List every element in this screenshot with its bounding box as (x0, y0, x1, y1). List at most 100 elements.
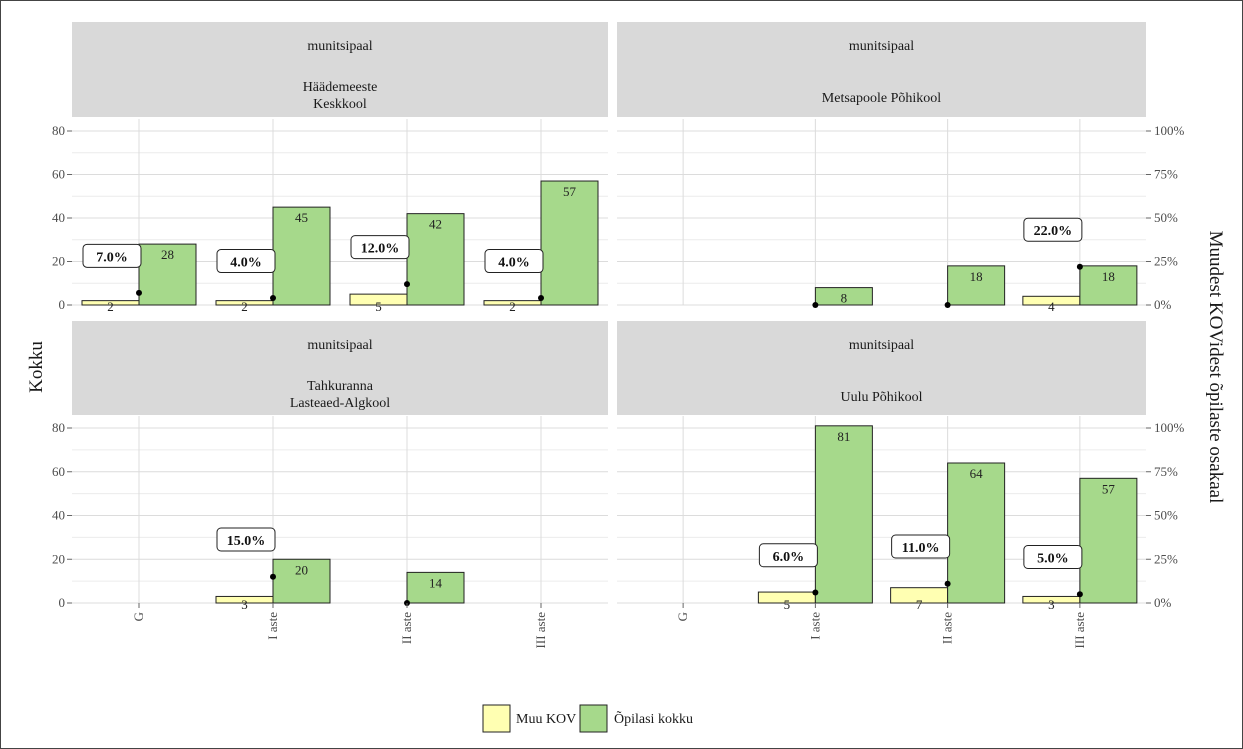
facet-strip (617, 321, 1146, 415)
bar-value-label: 3 (241, 597, 248, 612)
facet-school-label: Metsapoole Põhikool (822, 91, 941, 106)
share-label-box (1023, 217, 1083, 242)
y2-tick-label: 50% (1154, 210, 1178, 225)
y2-tick-label: 0% (1154, 297, 1172, 312)
legend-swatch-muu-kov (482, 704, 511, 733)
y2-tick-label: 100% (1154, 420, 1185, 435)
bar-opilasi-kokku (272, 558, 331, 604)
share-label-box (216, 249, 276, 274)
share-point (812, 302, 819, 308)
share-label-box (758, 543, 818, 568)
x-tick-label: II aste (940, 612, 955, 644)
x-tick-label: II aste (399, 612, 414, 644)
share-label-box (484, 249, 544, 274)
y-tick-label: 20 (52, 551, 65, 566)
share-label-box (216, 527, 276, 552)
y-tick-label: 60 (52, 167, 65, 182)
bar-value-label: 45 (295, 210, 308, 225)
y-tick-label: 80 (52, 420, 65, 435)
bar-opilasi-kokku (406, 213, 465, 306)
bar-value-label: 5 (375, 299, 382, 314)
facet-group-label: munitsipaal (849, 338, 914, 353)
bar-opilasi-kokku (272, 206, 331, 306)
facet-group-label: munitsipaal (849, 39, 914, 54)
bar-opilasi-kokku (138, 243, 197, 306)
y-tick-label: 40 (52, 210, 65, 225)
y-tick-label: 60 (52, 464, 65, 479)
share-label: 4.0% (498, 256, 530, 271)
y-axis-title-right: Muudest KOVidest õpilaste osakaal (1205, 231, 1226, 504)
y-tick-label: 40 (52, 508, 65, 523)
y-axis-title-left: Kokku (26, 341, 47, 393)
bar-opilasi-kokku (814, 425, 873, 604)
share-point (1076, 263, 1083, 270)
legend-swatch-opilasi-kokku (579, 704, 608, 733)
bar-value-label: 57 (563, 184, 577, 199)
bar-value-label: 64 (970, 466, 984, 481)
bar-value-label: 2 (107, 299, 114, 314)
y-tick-label: 80 (52, 123, 65, 138)
x-tick-label: I aste (265, 612, 280, 640)
share-label: 12.0% (361, 242, 400, 257)
bar-opilasi-kokku (406, 571, 465, 604)
share-label-box (350, 235, 410, 260)
bar-value-label: 2 (509, 299, 516, 314)
share-label: 5.0% (1037, 552, 1069, 567)
share-label: 15.0% (227, 534, 266, 549)
bar-opilasi-kokku (1079, 265, 1138, 306)
x-tick-label: G (675, 612, 690, 621)
bar-value-label: 4 (1048, 299, 1055, 314)
bar-value-label: 57 (1102, 481, 1116, 496)
bar-value-label: 28 (161, 247, 174, 262)
bar-opilasi-kokku (540, 180, 599, 306)
y2-tick-label: 100% (1154, 123, 1185, 138)
share-point (944, 302, 951, 308)
facet-group-label: munitsipaal (307, 39, 372, 54)
facet-school-label: Häädemeeste (303, 80, 378, 95)
bar-value-label: 81 (837, 429, 850, 444)
facet-school-label: Keskkool (313, 97, 367, 112)
bar-value-label: 3 (1048, 597, 1055, 612)
facet-school-label: Tahkuranna (307, 379, 374, 394)
facet-strip (617, 22, 1146, 117)
share-point (270, 573, 276, 580)
bar-value-label: 5 (784, 597, 791, 612)
bar-opilasi-kokku (1079, 477, 1138, 604)
y2-tick-label: 75% (1154, 464, 1178, 479)
share-label-box (1023, 545, 1083, 569)
y2-tick-label: 50% (1154, 508, 1178, 523)
x-tick-label: III aste (533, 612, 548, 649)
share-point (1076, 591, 1083, 598)
share-point (944, 580, 951, 587)
share-label-box (891, 534, 951, 559)
facet-strip (72, 22, 608, 117)
x-tick-label: G (131, 612, 146, 621)
share-label-box (82, 243, 142, 268)
share-label: 4.0% (230, 256, 262, 271)
bar-value-label: 20 (295, 562, 308, 577)
bar-value-label: 14 (429, 575, 443, 590)
bar-value-label: 7 (916, 597, 923, 612)
bar-value-label: 18 (1102, 269, 1115, 284)
legend-label: Muu KOV (516, 712, 576, 727)
y2-tick-label: 25% (1154, 551, 1178, 566)
share-point (812, 589, 819, 596)
share-point (404, 281, 410, 288)
y-tick-label: 20 (52, 254, 65, 269)
y2-tick-label: 75% (1154, 167, 1178, 182)
share-point (136, 289, 142, 296)
x-tick-label: III aste (1072, 612, 1087, 649)
facet-strip (72, 321, 608, 415)
legend-label: Õpilasi kokku (614, 710, 693, 727)
x-tick-label: I aste (807, 612, 822, 640)
share-label: 7.0% (96, 250, 128, 265)
bar-value-label: 42 (429, 217, 442, 232)
facet-group-label: munitsipaal (307, 338, 372, 353)
share-label: 6.0% (773, 550, 805, 565)
share-point (538, 295, 544, 302)
y2-tick-label: 0% (1154, 595, 1172, 610)
y-tick-label: 0 (59, 297, 66, 312)
bar-value-label: 18 (970, 269, 983, 284)
bar-value-label: 8 (841, 291, 848, 306)
